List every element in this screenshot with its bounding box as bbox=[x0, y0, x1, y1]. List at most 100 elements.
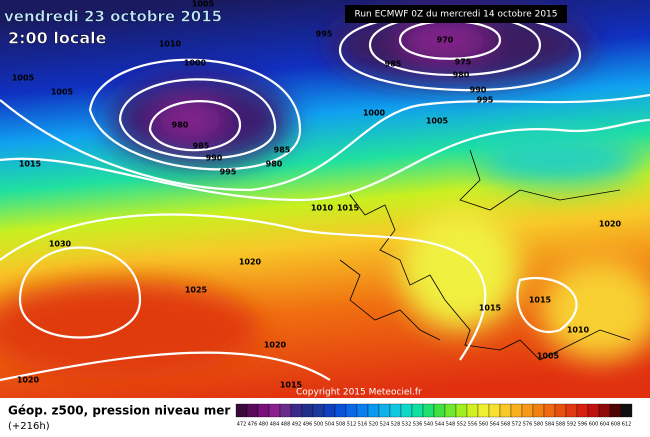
colorbar-label: 576 bbox=[523, 422, 533, 428]
colorbar-label: 496 bbox=[303, 422, 313, 428]
isobar-label: 1005 bbox=[12, 74, 35, 83]
isobar-label: 980 bbox=[266, 160, 283, 169]
isobar-label: 990 bbox=[206, 154, 223, 163]
colorbar-label: 544 bbox=[435, 422, 445, 428]
isobar-label: 1015 bbox=[280, 381, 303, 390]
isobar-label: 1010 bbox=[311, 204, 334, 213]
colorbar-label: 612 bbox=[622, 422, 632, 428]
isobar-label: 1000 bbox=[363, 109, 386, 118]
colorbar-label: 476 bbox=[248, 422, 258, 428]
colorbar-swatch bbox=[400, 403, 413, 418]
isobar-label: 970 bbox=[437, 36, 454, 45]
colorbar-label: 608 bbox=[611, 422, 621, 428]
run-info: Run ECMWF 0Z du mercredi 14 octobre 2015 bbox=[354, 10, 557, 20]
isobar-label: 980 bbox=[453, 71, 470, 80]
isobar-label: 1025 bbox=[185, 286, 208, 295]
isobar-label: 1010 bbox=[159, 40, 182, 49]
isobar-label: 995 bbox=[220, 168, 237, 177]
title: vendredi 23 octobre 2015 bbox=[4, 8, 222, 26]
isobar-label: 1010 bbox=[567, 326, 590, 335]
subtitle: 2:00 locale bbox=[8, 29, 107, 48]
colorbar-swatch bbox=[543, 403, 556, 418]
isobar-label: 980 bbox=[172, 121, 189, 130]
colorbar-swatch bbox=[422, 403, 435, 418]
isobar-label: 1020 bbox=[264, 341, 287, 350]
colorbar-label: 600 bbox=[589, 422, 599, 428]
colorbar-swatch bbox=[235, 403, 248, 418]
isobar-label: 1015 bbox=[19, 160, 42, 169]
colorbar-swatch bbox=[521, 403, 534, 418]
isobar-label: 1005 bbox=[426, 117, 449, 126]
isobar-label: 1000 bbox=[184, 59, 207, 68]
colorbar-swatch bbox=[345, 403, 358, 418]
isobar-label: 1015 bbox=[479, 304, 502, 313]
colorbar-swatch bbox=[444, 403, 457, 418]
colorbar-label: 588 bbox=[556, 422, 566, 428]
isobar-label: 1005 bbox=[51, 88, 74, 97]
isobar-label: 1030 bbox=[49, 240, 72, 249]
isobar-label: 985 bbox=[385, 60, 402, 69]
colorbar-label: 492 bbox=[292, 422, 302, 428]
colorbar-swatch bbox=[433, 403, 446, 418]
colorbar-label: 584 bbox=[545, 422, 555, 428]
colorbar-swatch bbox=[301, 403, 314, 418]
colorbar-label: 552 bbox=[457, 422, 467, 428]
copyright: Copyright 2015 Meteociel.fr bbox=[296, 388, 422, 398]
colorbar-swatch bbox=[499, 403, 512, 418]
isobar-label: 990 bbox=[470, 86, 487, 95]
colorbar-label: 472 bbox=[237, 422, 247, 428]
isobar-label: 1005 bbox=[192, 0, 215, 9]
footer-title: Géop. z500, pression niveau mer bbox=[8, 404, 230, 418]
colorbar-swatch bbox=[609, 403, 622, 418]
colorbar-label: 564 bbox=[490, 422, 500, 428]
run-box bbox=[345, 5, 567, 23]
isobar-label: 1020 bbox=[17, 376, 40, 385]
colorbar-label: 488 bbox=[281, 422, 291, 428]
fields bbox=[0, 5, 650, 380]
isobar-label: 1015 bbox=[337, 204, 360, 213]
isobar-label: 1015 bbox=[529, 296, 552, 305]
colorbar-swatch bbox=[576, 403, 589, 418]
colorbar-label: 540 bbox=[424, 422, 434, 428]
colorbar-label: 572 bbox=[512, 422, 522, 428]
colorbar-swatch bbox=[510, 403, 523, 418]
isobar-label: 1020 bbox=[239, 258, 262, 267]
colorbar-label: 484 bbox=[270, 422, 280, 428]
colorbar-label: 556 bbox=[468, 422, 478, 428]
colorbar-label: 604 bbox=[600, 422, 610, 428]
colorbar-label: 508 bbox=[336, 422, 346, 428]
colorbar-swatch bbox=[312, 403, 325, 418]
isobar-label: 985 bbox=[274, 146, 291, 155]
isobar-label: 1020 bbox=[599, 220, 622, 229]
isobar-label: 995 bbox=[316, 30, 333, 39]
isobar-label: 995 bbox=[477, 96, 494, 105]
colorbar-swatch bbox=[378, 403, 391, 418]
colorbar-swatch bbox=[565, 403, 578, 418]
colorbar-label: 516 bbox=[358, 422, 368, 428]
colorbar-label: 568 bbox=[501, 422, 511, 428]
colorbar-label: 548 bbox=[446, 422, 456, 428]
colorbar-swatch bbox=[246, 403, 259, 418]
colorbar-label: 520 bbox=[369, 422, 379, 428]
colorbar-swatch bbox=[257, 403, 270, 418]
colorbar-swatch bbox=[268, 403, 281, 418]
colorbar-swatch bbox=[367, 403, 380, 418]
colorbar-label: 580 bbox=[534, 422, 544, 428]
colorbar-label: 536 bbox=[413, 422, 423, 428]
colorbar-label: 596 bbox=[578, 422, 588, 428]
colorbar-label: 500 bbox=[314, 422, 324, 428]
colorbar-label: 592 bbox=[567, 422, 577, 428]
colorbar-label: 480 bbox=[259, 422, 269, 428]
colorbar-label: 528 bbox=[391, 422, 401, 428]
colorbar-swatch bbox=[466, 403, 479, 418]
colorbar-swatch bbox=[620, 403, 633, 418]
colorbar-swatch bbox=[334, 403, 347, 418]
colorbar-label: 532 bbox=[402, 422, 412, 428]
isobar-label: 1005 bbox=[537, 352, 560, 361]
colorbar-swatch bbox=[389, 403, 402, 418]
colorbar-swatch bbox=[532, 403, 545, 418]
isobar-label: 985 bbox=[193, 142, 210, 151]
colorbar-label: 512 bbox=[347, 422, 357, 428]
colorbar-swatch bbox=[290, 403, 303, 418]
